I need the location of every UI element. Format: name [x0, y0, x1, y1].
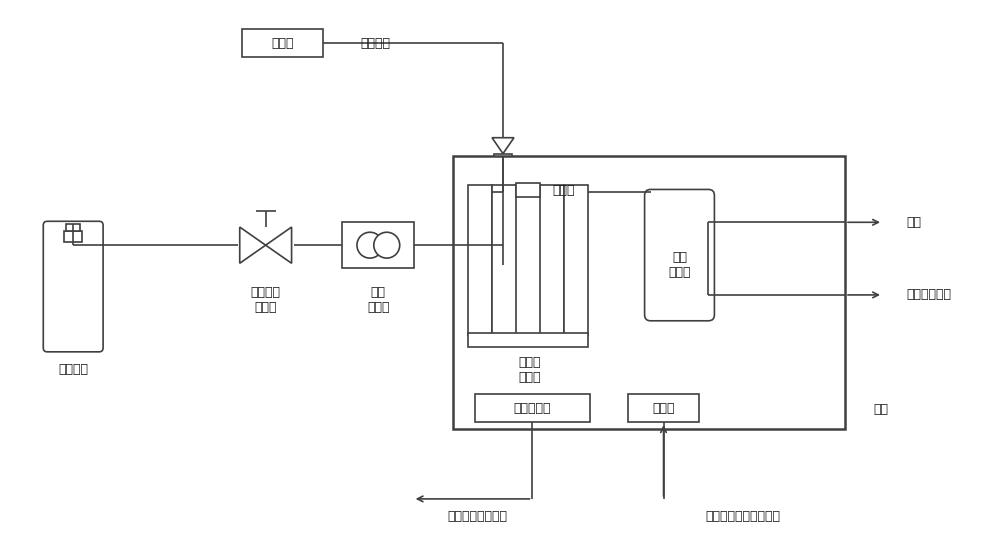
Circle shape: [374, 232, 400, 258]
Text: 载气流量
调节阀: 载气流量 调节阀: [251, 286, 281, 314]
Bar: [540, 186, 564, 335]
Circle shape: [357, 232, 383, 258]
FancyBboxPatch shape: [43, 221, 103, 352]
Bar: [628, 395, 699, 422]
Bar: [453, 155, 845, 429]
Bar: [468, 333, 588, 347]
Text: 固定相
色谱柱: 固定相 色谱柱: [519, 356, 541, 383]
Bar: [564, 186, 588, 335]
Text: 色谱
检测器: 色谱 检测器: [668, 251, 691, 279]
Text: 进样器: 进样器: [271, 37, 294, 50]
Text: 放空: 放空: [907, 216, 922, 229]
Text: 气化室: 气化室: [553, 184, 575, 197]
Bar: [242, 29, 323, 57]
Bar: [66, 224, 80, 231]
Text: 载气钢瓶: 载气钢瓶: [58, 363, 88, 376]
Bar: [516, 183, 540, 197]
Polygon shape: [240, 227, 266, 263]
Bar: [494, 154, 512, 176]
Polygon shape: [492, 138, 514, 154]
Text: 热风枪: 热风枪: [652, 402, 675, 415]
Bar: [342, 222, 414, 268]
Text: 液体样品: 液体样品: [360, 37, 390, 50]
Text: 温度传感器: 温度传感器: [514, 402, 551, 415]
Text: 柱箱温度信号输出: 柱箱温度信号输出: [448, 510, 508, 523]
Text: 柱箱: 柱箱: [873, 403, 888, 416]
Bar: [468, 186, 492, 335]
Bar: [64, 231, 82, 242]
Text: 柱箱温度控制信号输入: 柱箱温度控制信号输入: [706, 510, 781, 523]
Bar: [475, 395, 590, 422]
Polygon shape: [266, 227, 292, 263]
Text: 色谱数据输出: 色谱数据输出: [907, 288, 952, 301]
FancyBboxPatch shape: [470, 170, 536, 270]
Text: 载气
流量计: 载气 流量计: [367, 286, 390, 314]
Bar: [492, 186, 516, 335]
FancyBboxPatch shape: [645, 190, 714, 321]
